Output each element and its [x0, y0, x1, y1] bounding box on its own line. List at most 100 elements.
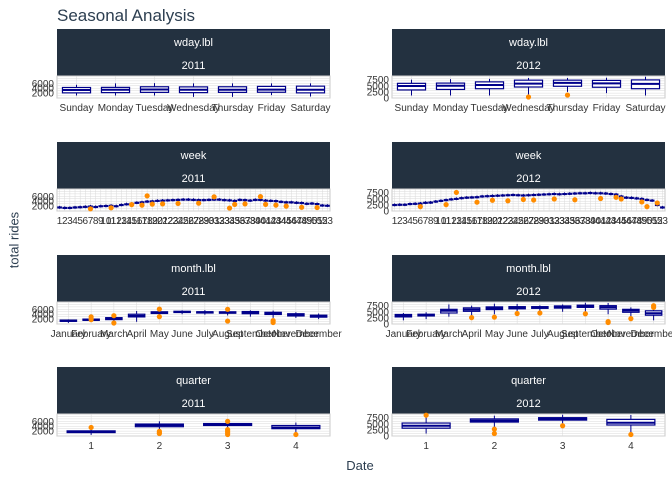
- outlier-point: [87, 206, 94, 212]
- x-tick-label: December: [296, 329, 343, 340]
- outlier-point: [489, 197, 496, 203]
- x-tick-label: 44: [276, 216, 288, 227]
- outlier-point: [651, 304, 657, 310]
- facet-strip: [57, 29, 330, 76]
- box: [67, 206, 73, 210]
- y-tick-label: 0: [383, 94, 389, 105]
- outlier-point: [111, 320, 117, 326]
- y-tick-label: 6000: [32, 192, 55, 203]
- x-tick-label: 1: [423, 441, 429, 452]
- x-tick-label: 45: [281, 216, 293, 227]
- x-tick-label: 27: [523, 216, 535, 227]
- box: [505, 194, 511, 197]
- box: [237, 198, 243, 201]
- box: [582, 192, 588, 195]
- facet-strip: [57, 255, 330, 302]
- box: [93, 205, 98, 209]
- box: [629, 196, 634, 199]
- box: [119, 203, 124, 207]
- outlier-point: [88, 424, 94, 431]
- x-tick-label: 40: [590, 216, 602, 227]
- outlier-point: [537, 310, 543, 316]
- y-tick-label: 7500: [367, 301, 390, 312]
- x-tick-label: 52: [652, 216, 664, 227]
- x-tick-label: February: [71, 329, 111, 340]
- x-tick-label: 28: [528, 216, 540, 227]
- outlier-point: [531, 197, 537, 203]
- x-tick-label: 10: [435, 216, 447, 227]
- box: [160, 199, 165, 202]
- box: [242, 199, 248, 202]
- x-tick-label: 26: [518, 216, 530, 227]
- box: [82, 205, 88, 208]
- x-tick-label: 53: [322, 216, 334, 227]
- box: [433, 200, 439, 203]
- outlier-point: [628, 316, 634, 322]
- box: [515, 194, 521, 197]
- box: [479, 195, 485, 198]
- y-tick-label: 6000: [32, 305, 55, 316]
- x-tick-label: 16: [466, 216, 478, 227]
- x-tick-label: 4: [628, 441, 634, 452]
- x-tick-label: May: [150, 329, 169, 340]
- box: [557, 193, 562, 196]
- box: [201, 199, 207, 202]
- box: [185, 198, 191, 201]
- box: [531, 193, 537, 197]
- box: [170, 199, 176, 202]
- outlier-point: [144, 193, 150, 199]
- x-tick-label: October: [255, 329, 291, 340]
- outlier-point: [491, 426, 497, 432]
- outlier-point: [225, 318, 231, 324]
- x-tick-label: March: [100, 329, 128, 340]
- y-tick-label: 5000: [367, 307, 390, 318]
- x-tick-label: 1: [88, 441, 94, 452]
- outlier-point: [613, 194, 619, 200]
- strip-feature-label: week: [180, 150, 207, 162]
- outlier-point: [129, 202, 135, 208]
- box: [222, 199, 227, 202]
- x-tick-label: 12: [111, 216, 123, 227]
- outlier-point: [654, 200, 660, 206]
- x-tick-label: 49: [636, 216, 648, 227]
- box: [624, 196, 629, 199]
- x-tick-label: Tuesday: [471, 103, 509, 114]
- outlier-point: [225, 418, 231, 424]
- outlier-point: [560, 423, 566, 429]
- x-tick-label: 38: [245, 216, 257, 227]
- box: [567, 192, 573, 195]
- x-tick-label: Sunday: [395, 103, 429, 114]
- strip-year-label: 2012: [516, 286, 540, 298]
- x-tick-label: 3: [67, 216, 73, 227]
- outlier-point: [423, 412, 429, 418]
- chart-title: Seasonal Analysis: [57, 6, 195, 25]
- facet-strip: [57, 142, 330, 189]
- x-tick-label: 9: [433, 216, 439, 227]
- x-tick-label: 8: [428, 216, 434, 227]
- x-tick-label: Friday: [593, 103, 621, 114]
- x-tick-label: 17: [136, 216, 148, 227]
- x-tick-label: 20: [152, 216, 164, 227]
- x-tick-label: 44: [611, 216, 623, 227]
- x-tick-label: 42: [265, 216, 277, 227]
- x-tick-label: Saturday: [290, 103, 330, 114]
- box: [268, 199, 274, 202]
- outlier-point: [417, 204, 423, 210]
- x-tick-label: 29: [198, 216, 210, 227]
- x-tick-label: 28: [193, 216, 205, 227]
- x-tick-label: 38: [580, 216, 592, 227]
- y-tick-label: 6000: [32, 417, 55, 428]
- outlier-point: [242, 201, 248, 207]
- box: [77, 206, 83, 209]
- x-tick-label: 21: [492, 216, 504, 227]
- box: [484, 195, 490, 198]
- outlier-point: [514, 310, 520, 317]
- x-tick-label: 17: [471, 216, 483, 227]
- y-tick-label: 2000: [32, 202, 55, 213]
- box: [598, 192, 603, 195]
- box: [206, 198, 212, 201]
- x-tick-label: 1: [392, 216, 398, 227]
- box: [124, 203, 129, 206]
